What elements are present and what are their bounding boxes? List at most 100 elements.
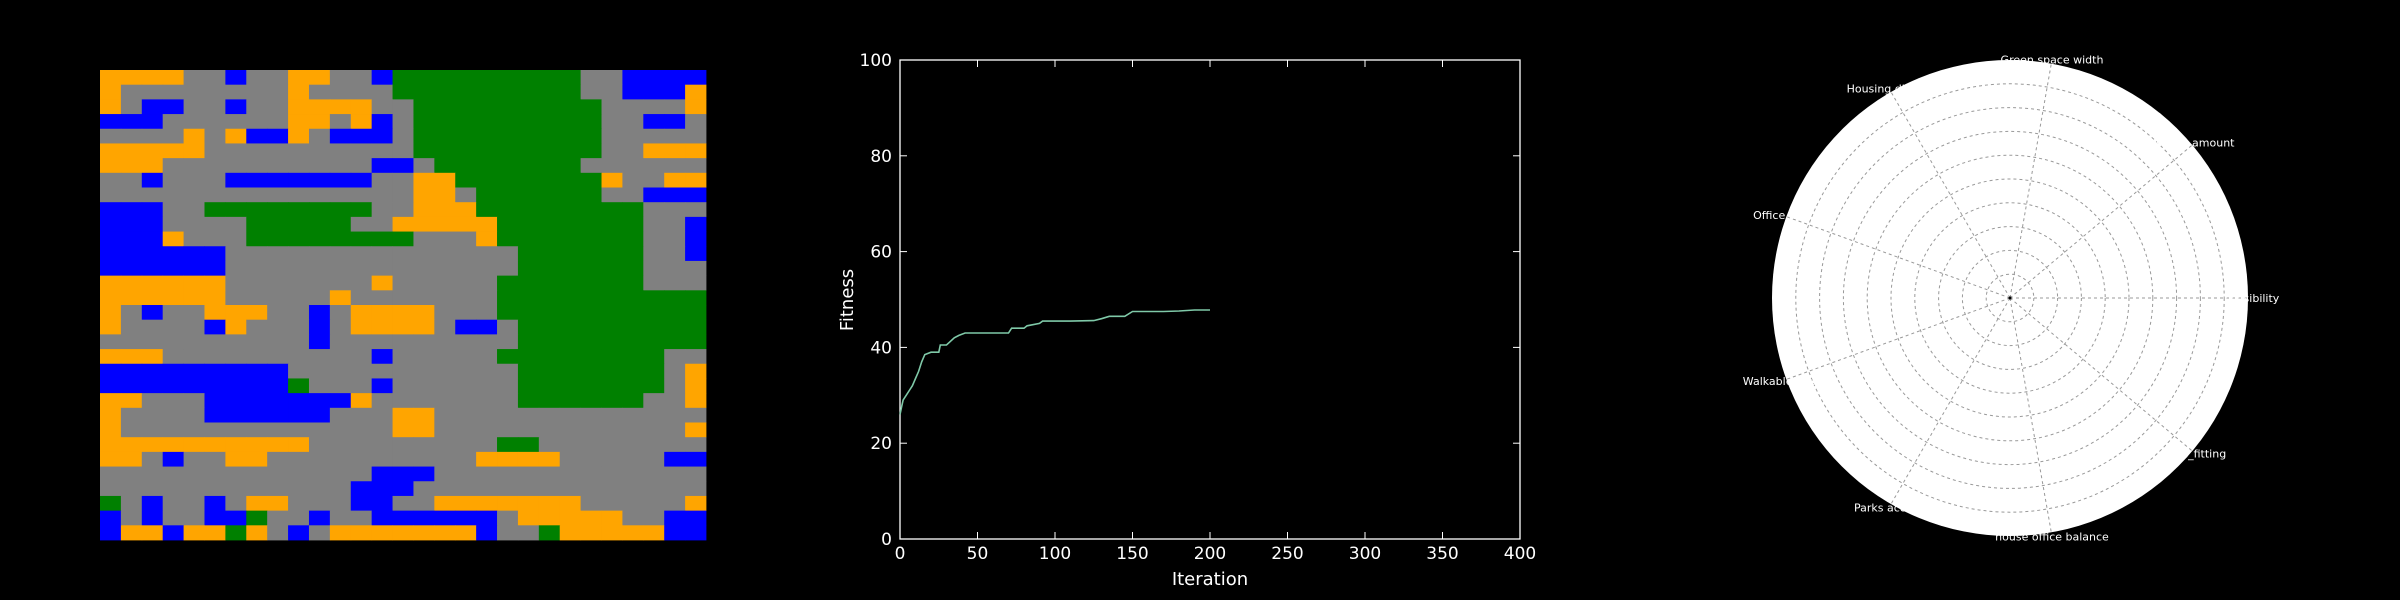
map-cell-road	[120, 495, 143, 512]
map-cell-park	[350, 231, 373, 247]
map-cell-road	[350, 422, 373, 438]
map-cell-road	[183, 481, 205, 497]
map-cell-road	[308, 158, 331, 174]
map-cell-road	[580, 70, 602, 86]
map-cell-office	[685, 246, 707, 262]
map-cell-park	[246, 216, 268, 232]
map-cell-road	[643, 231, 665, 247]
map-cell-road	[685, 481, 707, 497]
map-cell-road	[308, 290, 331, 306]
map-cell-park	[643, 349, 665, 365]
map-cell-office	[225, 363, 247, 379]
map-cell-office	[225, 172, 247, 188]
map-cell-road	[664, 202, 686, 218]
map-cell-park	[559, 187, 582, 203]
map-cell-road	[183, 187, 205, 203]
map-cell-road	[434, 407, 456, 423]
map-cell-housing	[100, 99, 122, 115]
map-cell-road	[329, 334, 352, 350]
map-cell-road	[413, 437, 435, 453]
map-cell-park	[455, 114, 477, 130]
map-cell-road	[204, 172, 226, 188]
map-cell-office	[622, 70, 644, 86]
map-cell-park	[497, 172, 519, 188]
map-cell-park	[517, 143, 540, 159]
map-cell-office	[100, 216, 122, 232]
map-cell-office	[141, 231, 164, 247]
map-cell-road	[517, 422, 540, 438]
map-cell-road	[225, 481, 247, 497]
map-cell-park	[601, 202, 623, 218]
map-cell-road	[100, 481, 122, 497]
map-cell-road	[246, 158, 268, 174]
map-cell-road	[288, 319, 310, 335]
map-cell-park	[601, 378, 623, 394]
map-cell-park	[622, 290, 644, 306]
map-cell-housing	[141, 290, 164, 306]
map-cell-office	[100, 246, 122, 262]
map-cell-park	[559, 290, 582, 306]
map-cell-road	[664, 246, 686, 262]
map-cell-park	[476, 70, 498, 86]
map-cell-road	[392, 99, 414, 115]
map-cell-park	[559, 143, 582, 159]
map-cell-park	[538, 84, 561, 100]
map-cell-park	[580, 187, 602, 203]
map-cell-road	[350, 143, 373, 159]
radar-axis-label: Green space width	[2001, 54, 2104, 67]
map-cell-road	[308, 246, 331, 262]
map-cell-road	[601, 70, 623, 86]
map-cell-housing	[183, 128, 205, 144]
radar-axis-label: Parks access	[1854, 502, 1924, 515]
map-cell-park	[580, 216, 602, 232]
map-cell-road	[225, 187, 247, 203]
map-cell-road	[120, 128, 143, 144]
map-cell-park	[476, 99, 498, 115]
map-cell-park	[580, 231, 602, 247]
map-cell-road	[476, 378, 498, 394]
map-cell-office	[371, 158, 393, 174]
radar-spoke	[1786, 216, 2011, 299]
map-cell-road	[455, 275, 477, 291]
map-cell-housing	[246, 495, 268, 512]
map-cell-road	[455, 290, 477, 306]
radar-ring	[1890, 178, 2130, 418]
radar-axis-label: ccesibility	[2225, 292, 2280, 305]
map-cell-park	[204, 202, 226, 218]
map-cell-office	[685, 451, 707, 467]
map-cell-road	[267, 466, 289, 482]
map-cell-road	[497, 246, 519, 262]
map-cell-office	[455, 319, 477, 335]
map-cell-park	[392, 84, 414, 100]
map-cell-office	[685, 510, 707, 526]
map-cell-road	[100, 172, 122, 188]
map-cell-housing	[120, 437, 143, 453]
map-cell-office	[476, 525, 498, 541]
map-cell-road	[601, 158, 623, 174]
map-cell-park	[559, 393, 582, 409]
map-cell-park	[497, 231, 519, 247]
map-cell-housing	[392, 407, 414, 423]
map-cell-road	[350, 363, 373, 379]
map-cell-park	[434, 84, 456, 100]
map-cell-park	[538, 363, 561, 379]
map-cell-housing	[141, 349, 164, 365]
map-cell-road	[371, 451, 393, 467]
map-cell-road	[664, 466, 686, 482]
map-cell-road	[183, 99, 205, 115]
map-cell-park	[664, 334, 686, 350]
radar-ring	[1914, 202, 2106, 394]
map-cell-office	[100, 231, 122, 247]
map-cell-road	[183, 451, 205, 467]
map-cell-road	[664, 275, 686, 291]
map-cell-road	[267, 143, 289, 159]
map-cell-park	[643, 334, 665, 350]
map-cell-road	[329, 437, 352, 453]
map-cell-road	[643, 216, 665, 232]
map-cell-housing	[413, 172, 435, 188]
map-cell-road	[225, 260, 247, 277]
map-cell-road	[497, 525, 519, 541]
map-cell-office	[162, 246, 184, 262]
map-cell-road	[288, 260, 310, 277]
map-cell-housing	[308, 70, 331, 86]
